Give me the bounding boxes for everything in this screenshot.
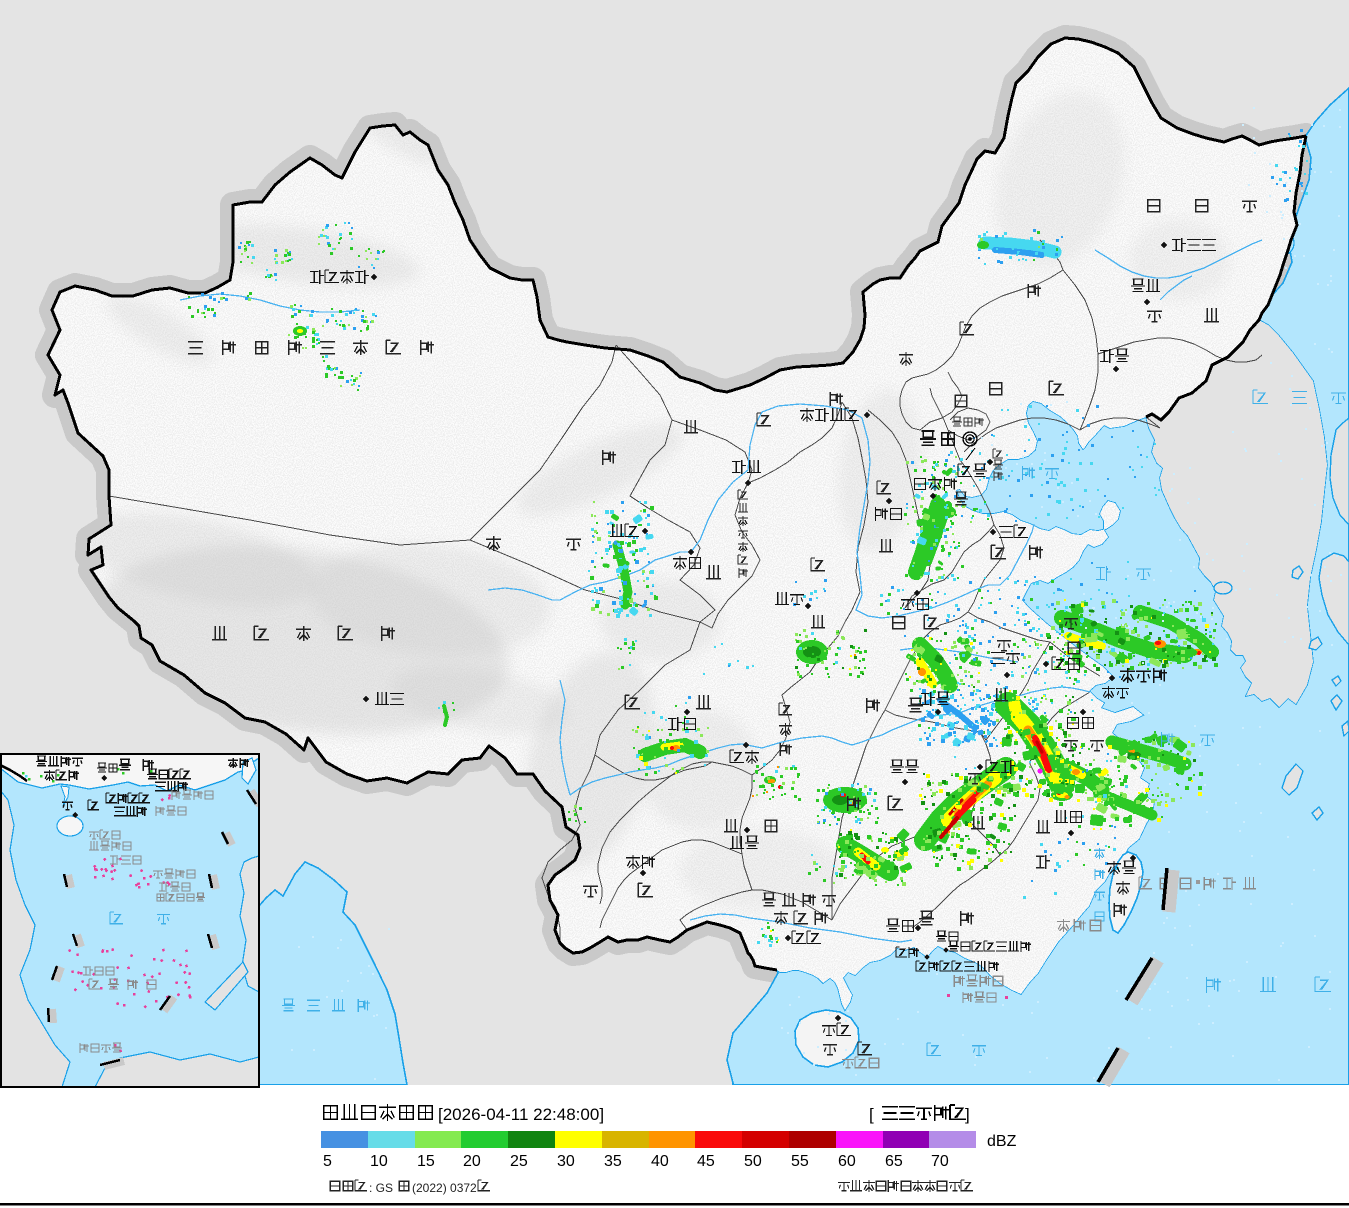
- svg-text:50: 50: [744, 1153, 762, 1170]
- svg-text:15: 15: [417, 1153, 435, 1170]
- svg-text:5: 5: [323, 1153, 332, 1170]
- svg-text:65: 65: [885, 1153, 903, 1170]
- svg-text:70: 70: [931, 1153, 949, 1170]
- svg-text:10: 10: [370, 1153, 388, 1170]
- svg-text:: GS: : GS: [369, 1181, 393, 1195]
- svg-text:25: 25: [510, 1153, 528, 1170]
- svg-text:45: 45: [697, 1153, 715, 1170]
- svg-text:55: 55: [791, 1153, 809, 1170]
- svg-text:30: 30: [557, 1153, 575, 1170]
- svg-text:[: [: [869, 1105, 874, 1124]
- svg-text:dBZ: dBZ: [987, 1133, 1017, 1150]
- svg-text:40: 40: [651, 1153, 669, 1170]
- svg-text:]: ]: [965, 1105, 970, 1124]
- svg-text:20: 20: [463, 1153, 481, 1170]
- svg-text:[2026-04-11 22:48:00]: [2026-04-11 22:48:00]: [438, 1105, 604, 1124]
- svg-text:35: 35: [604, 1153, 622, 1170]
- svg-text:60: 60: [838, 1153, 856, 1170]
- svg-text:(2022) 0372: (2022) 0372: [412, 1181, 477, 1195]
